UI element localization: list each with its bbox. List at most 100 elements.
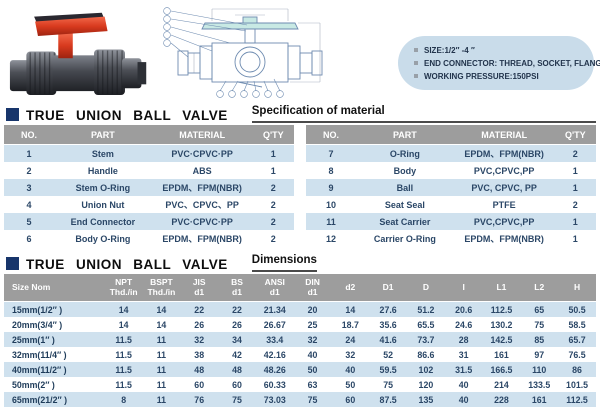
table-cell: 228: [482, 392, 521, 407]
table-cell: 42.16: [263, 349, 286, 360]
table-cell: 35.6: [379, 319, 397, 330]
column-header: Size Nom: [4, 274, 105, 302]
drawing-body: [211, 42, 289, 83]
table-cell: Body: [393, 165, 417, 176]
table-cell: 135: [407, 392, 445, 407]
table-cell: 7: [306, 144, 356, 162]
product-info-list: SIZE:1/2″ -4 ″ END CONNECTOR: THREAD, SOC…: [398, 44, 600, 83]
table-cell: 32mm(11/4″ ): [12, 349, 67, 360]
table-row: 15mm(1/2″ ) 14 14 22 22 21.34 20 14 27.6 51.2 20.6…: [4, 301, 596, 317]
table-cell: 60.33: [263, 379, 286, 390]
table-row: 6 Body O-Ring EPDM、FPM(NBR) 2: [4, 230, 294, 247]
column-header: L2: [520, 274, 559, 302]
table-cell: 28: [444, 332, 483, 347]
valve-photo-image: [9, 12, 147, 95]
table-cell: 40: [307, 349, 318, 360]
table-cell: 59.5: [369, 362, 407, 377]
table-cell: PVC·CPVC·PP: [151, 213, 253, 230]
table-cell: Carrier O-Ring: [373, 233, 436, 244]
drawing-callouts: [216, 78, 284, 98]
table-header-row: NO. PART MATERIAL Q'TY: [306, 125, 596, 145]
table-cell: 22: [180, 301, 219, 317]
table-cell: 2: [252, 213, 294, 230]
table-cell: 20: [293, 301, 332, 317]
table-cell: 65.5: [417, 319, 435, 330]
table-cell: 65: [520, 301, 559, 317]
table-cell: 48: [180, 362, 219, 377]
table-cell: EPDM、FPM(NBR): [464, 234, 544, 244]
table-cell: 161: [520, 392, 559, 407]
table-cell: Body O-Ring: [75, 233, 131, 244]
table-cell: EPDM、FPM(NBR): [162, 234, 242, 244]
drawing-left-union-nut: [199, 45, 213, 80]
table-cell: EPDM、FPM(NBR): [151, 179, 253, 196]
valve-drawing-image: [163, 7, 323, 98]
table-cell: 75: [293, 392, 332, 407]
right-union-nut: [94, 49, 125, 95]
table-cell: 11: [306, 213, 356, 230]
column-header: MATERIAL: [453, 125, 555, 145]
table-cell: 214: [494, 379, 509, 390]
table-cell: Seat Seal: [384, 199, 425, 210]
table-cell: 58.5: [568, 319, 586, 330]
table-row: 65mm(21/2″ ) 8 11 76 75 73.03 75 60 87.5 135 40 228…: [4, 392, 596, 407]
table-cell: 133.5: [528, 379, 551, 390]
table-cell: 2: [270, 233, 276, 244]
table-cell: Ball: [355, 179, 454, 196]
section-subtitle: Specification of material: [251, 105, 385, 117]
table-cell: 86.6: [417, 349, 435, 360]
column-header: Q'TY: [252, 125, 294, 145]
table-cell: Stem O-Ring: [53, 179, 152, 196]
table-cell: 2: [572, 199, 578, 210]
table-row: 32mm(11/4″ ) 11.5 11 38 42 42.16 40 32 52 86.6 31 1…: [4, 347, 596, 362]
table-cell: 40: [458, 379, 469, 390]
table-cell: 32: [180, 332, 219, 347]
right-end-connector: [122, 58, 142, 89]
table-cell: 3: [4, 179, 54, 196]
table-header-row: Size Nom NPT Thd./in BSPT Thd./in JIS d1 BS …: [4, 274, 596, 302]
table-cell: 101.5: [566, 379, 589, 390]
table-cell: 12: [325, 233, 336, 244]
section-marker-icon: [6, 257, 19, 270]
drawing-right-end: [311, 50, 323, 76]
table-cell: 40: [331, 362, 370, 377]
table-cell: 48.26: [255, 362, 294, 377]
material-table-right: NO. PART MATERIAL Q'TY 7 O-Ring EPDM、FPM(NBR) 2…: [306, 125, 596, 247]
table-cell: 11: [156, 349, 167, 360]
table-cell: 25: [307, 319, 318, 330]
column-header: BSPT Thd./in: [142, 274, 181, 302]
table-cell: 14: [142, 301, 181, 317]
drawing-ball: [234, 46, 266, 78]
column-header: PART: [355, 125, 454, 145]
table-cell: 40mm(11/2″ ): [4, 362, 105, 377]
column-header: d2: [331, 274, 370, 302]
table-cell: 97: [534, 349, 545, 360]
table-cell: 1: [554, 213, 596, 230]
table-cell: 1: [554, 179, 596, 196]
table-cell: 20mm(3/4″ ): [12, 319, 63, 330]
table-row: 50mm(2″ ) 11.5 11 60 60 60.33 63 50 75 120 40 214 13…: [4, 377, 596, 392]
table-cell: 75: [383, 379, 393, 390]
table-cell: PTFE: [492, 199, 516, 210]
table-row: 3 Stem O-Ring EPDM、FPM(NBR) 2: [4, 179, 294, 196]
left-union-nut: [26, 51, 57, 95]
table-cell: 130.2: [490, 319, 513, 330]
handle: [35, 16, 108, 36]
table-cell: 38: [194, 349, 205, 360]
table-cell: 20.6: [444, 301, 483, 317]
bullet-square-icon: [414, 74, 418, 78]
handle-neck: [58, 33, 73, 59]
column-header: Q'TY: [554, 125, 596, 145]
table-cell: 65.7: [558, 332, 596, 347]
table-cell: 52: [383, 349, 393, 360]
material-tables: NO. PART MATERIAL Q'TY 1 Stem PVC·CPVC·PP 1 2 Han…: [4, 125, 596, 247]
table-cell: 73.7: [407, 332, 445, 347]
section-marker-icon: [6, 108, 19, 121]
table-row: 4 Union Nut PVC、CPVC、PP 2: [4, 196, 294, 213]
table-cell: 24.6: [455, 319, 473, 330]
column-header: NO.: [4, 125, 54, 145]
table-cell: 11.5: [115, 379, 132, 390]
table-cell: 1: [270, 165, 276, 176]
table-row: 2 Handle ABS 1: [4, 162, 294, 179]
table-cell: Seat Carrier: [355, 213, 454, 230]
